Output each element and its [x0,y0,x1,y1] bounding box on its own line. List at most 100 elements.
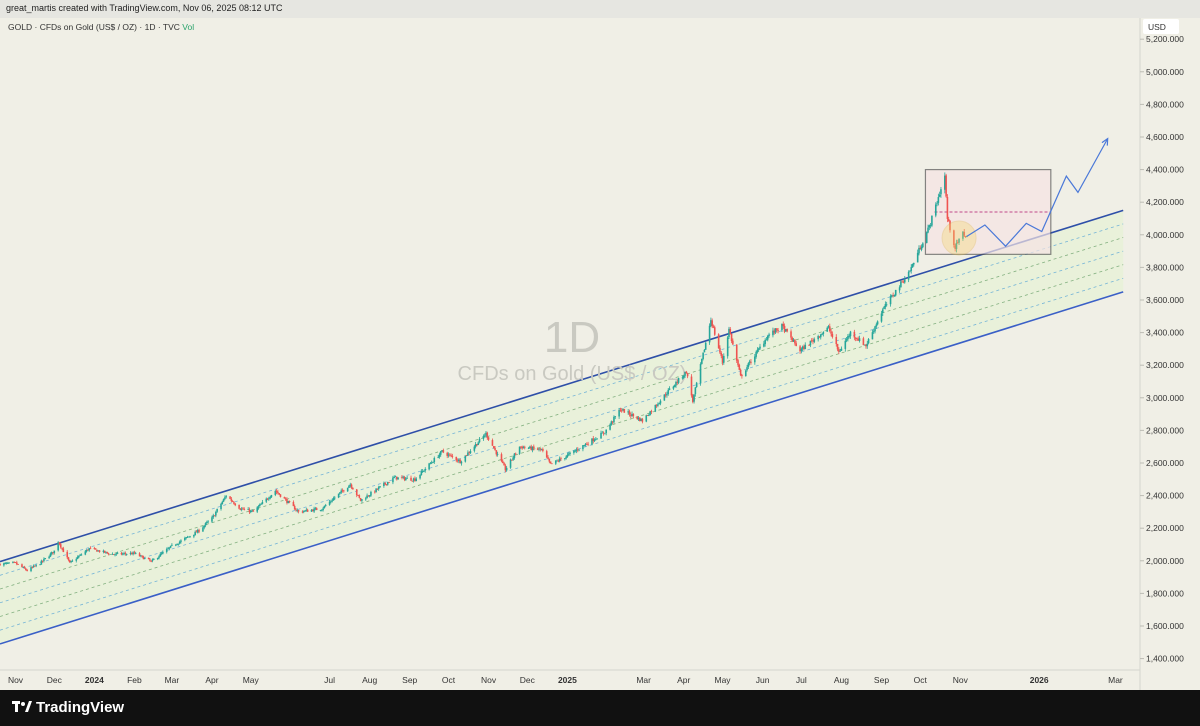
time-tick-label: Nov [953,675,969,685]
candle-body [925,232,928,243]
candle-body [910,267,913,271]
volume-toggle[interactable]: Vol [182,22,195,32]
candle-body [225,496,227,498]
candle-body [666,394,668,396]
candle-body [358,495,361,498]
candle-body [650,411,653,412]
candle-body [397,477,399,480]
candle-body [339,492,341,494]
candle-body [578,449,580,451]
candle-body [614,416,617,418]
candle-body [75,559,78,561]
candle-body [575,449,578,451]
candle-body [735,344,738,361]
candle-body [549,461,552,464]
candle-body [782,323,785,327]
candle-body [862,338,865,346]
symbol-legend[interactable]: GOLD · CFDs on Gold (US$ / OZ) · 1D · TV… [8,22,194,32]
candle-body [547,457,549,459]
candle-body [240,508,243,510]
candle-body [405,478,407,480]
candle-body [313,508,315,512]
candle-body [494,447,496,451]
symbol-separator: · [34,22,38,32]
candle-body [464,455,467,462]
candle-body [657,404,659,406]
candle-body [958,238,960,243]
candle-body [410,477,412,481]
candle-body [898,287,901,291]
candle-body [48,556,50,559]
candle-body [106,552,109,553]
price-chart[interactable]: 1D CFDs on Gold (US$ / OZ) 1,400.000 1,60… [0,18,1200,690]
currency-badge[interactable] [1143,19,1179,34]
candle-body [450,454,452,456]
candle-body [94,548,97,550]
candle-body [638,417,641,422]
candle-body [557,460,560,462]
channel-inner-level [0,223,1124,576]
time-tick-label: May [714,675,731,685]
candle-body [14,562,17,564]
candle-body [261,501,264,504]
candle-body [701,358,703,364]
price-axis[interactable]: 1,400.000 1,600.000 1,800.000 2,000.000 2,20… [1140,34,1184,664]
candle-body [482,436,485,439]
candle-body [794,339,796,344]
candle-body [446,452,449,456]
candle-body [32,565,35,568]
candle-body [415,478,417,482]
candle-body [393,477,396,478]
candle-body [819,334,822,338]
candle-body [596,438,598,440]
price-axis-bg[interactable] [1140,18,1200,690]
candle-body [102,550,105,552]
candle-body [691,395,694,402]
candle-body [17,564,19,565]
time-tick-label: Apr [677,675,690,685]
candle-body [283,497,286,499]
candle-body [822,332,825,334]
candle-body [5,562,8,564]
candle-body [840,348,843,351]
candle-body [646,415,649,417]
candle-body [125,554,128,555]
candle-body [25,568,27,571]
candle-body [206,522,208,524]
footer-bar: TradingView [0,690,1200,726]
candle-body [916,252,919,263]
candle-body [160,553,163,555]
candle-body [556,460,558,462]
candle-body [93,548,96,550]
candle-body [538,448,540,450]
candle-body [738,364,741,370]
candle-body [57,542,59,551]
candle-body [934,204,937,216]
candle-body [623,409,626,413]
candle-body [558,458,561,462]
candle-body [406,477,408,479]
candle-body [292,501,295,507]
time-tick-label: Aug [834,675,849,685]
candle-body [504,465,507,471]
candle-body [667,389,670,395]
price-tick-label: 2,200.000 [1146,523,1184,533]
candle-body [213,515,216,517]
candle-body [936,203,938,205]
candle-body [361,499,363,501]
candle-body [496,453,499,455]
candle-body [927,227,929,233]
candle-body [256,507,259,512]
candle-body [892,295,894,297]
candle-body [492,446,495,449]
candle-body [672,386,675,389]
candle-body [343,490,345,492]
candle-body [288,501,291,503]
candle-body [421,471,424,472]
candle-body [901,281,903,283]
price-tick-label: 3,200.000 [1146,360,1184,370]
candle-body [8,562,10,564]
candle-body [79,554,81,556]
candles-group [0,172,968,573]
time-axis[interactable]: Nov Dec 2024 Feb Mar Apr May Jul Aug Sep Oct Nov Dec… [8,675,1123,685]
